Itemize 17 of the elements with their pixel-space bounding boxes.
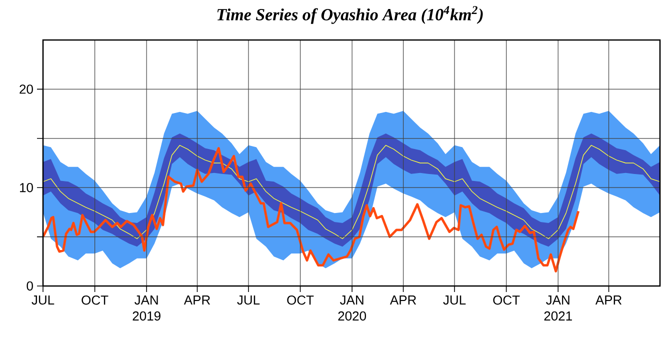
line-series xyxy=(43,144,660,240)
x-tick-label: OCT xyxy=(82,296,108,305)
chart-title: Time Series of Oyashio Area (10$^{4}$km$^{2}$) xyxy=(217,6,483,24)
x-tick-label: JUL xyxy=(237,296,260,305)
x-tick-label: APR xyxy=(184,296,210,304)
y-tick-label: 20 xyxy=(20,84,33,94)
x-tick-label: JUL xyxy=(32,296,54,305)
x-tick-label: JUL xyxy=(443,296,466,305)
x-tick-label: OCT xyxy=(287,296,314,305)
y-tick-label: 0 xyxy=(26,281,33,291)
x-tick-label: JAN 2019 xyxy=(132,296,160,321)
y-tick-label: 10 xyxy=(20,182,33,192)
x-tick-label: APR xyxy=(595,296,622,304)
x-tick-label: OCT xyxy=(493,296,520,305)
x-tick-label: JAN 2021 xyxy=(544,296,572,321)
x-tick-label: APR xyxy=(390,296,416,304)
x-tick-label: JAN 2020 xyxy=(338,296,366,321)
